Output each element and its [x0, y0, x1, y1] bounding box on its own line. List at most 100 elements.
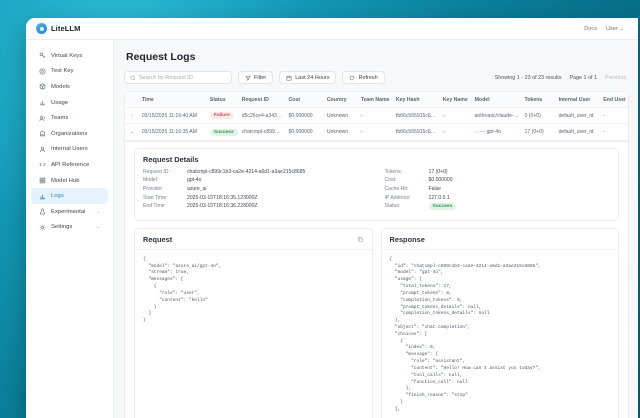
- search-input[interactable]: Search by Request ID: [124, 71, 232, 84]
- chevron-down-icon: ⌄: [96, 224, 100, 230]
- request-payload-panel: Request { "model": "azure_ai/gpt-4o", "s…: [134, 227, 373, 418]
- docs-link[interactable]: Docs: [584, 25, 597, 32]
- sidebar-item-model-hub[interactable]: Model Hub: [31, 173, 108, 189]
- previous-page-button[interactable]: Previous: [605, 74, 626, 81]
- sidebar-item-label: Models: [51, 83, 70, 90]
- cell-tokens: 0 (0+0): [521, 107, 556, 125]
- column-header-status[interactable]: Status: [206, 92, 239, 108]
- detail-start-time: Start Time: 2025-03-15T18:16:35.123000Z: [143, 194, 258, 201]
- column-header-country[interactable]: Country: [323, 92, 358, 108]
- request-details-right-column: Tokens: 17 (0+0) Cost: $0.000000 Cache Hit…: [385, 169, 611, 213]
- page-indicator: Page 1 of 1: [569, 74, 598, 81]
- expand-row-button[interactable]: ›: [125, 107, 139, 125]
- cell-time: 03/15/2025 11:16:35 AM: [138, 123, 207, 141]
- request-details-title: Request Details: [143, 154, 199, 164]
- table-row[interactable]: › 03/15/2025 11:16:40 AM Failure d5c26ce…: [125, 107, 628, 125]
- sidebar-item-internal-users[interactable]: Internal Users: [31, 142, 108, 158]
- grid-icon: [39, 177, 46, 184]
- column-header-request-id[interactable]: Request ID: [238, 92, 286, 108]
- cell-internal-user: default_user_id: [555, 107, 601, 125]
- response-panel-title: Response: [389, 234, 425, 244]
- column-header-cost[interactable]: Cost: [285, 92, 324, 108]
- table-row[interactable]: ⌄ 03/15/2025 11:16:35 AM Success chatcmp…: [125, 123, 628, 141]
- detail-tokens: Tokens: 17 (0+0): [384, 168, 448, 175]
- cell-internal-user: default_user_id: [555, 123, 601, 141]
- sidebar-item-test-key[interactable]: Test Key: [31, 64, 108, 80]
- detail-status: Status: Success: [385, 203, 611, 211]
- column-header-internal-user[interactable]: Internal User: [555, 92, 601, 108]
- brand-name: LiteLLM: [51, 24, 81, 33]
- cell-tokens: 17 (0+0): [521, 123, 556, 141]
- user-icon: [39, 146, 46, 152]
- response-payload-panel: Response { "id": "chatcmpl-c899c1b3-ca2e…: [380, 227, 619, 418]
- sidebar-item-organizations[interactable]: Organizations: [31, 126, 108, 142]
- cell-cost: $0.000000: [285, 107, 324, 125]
- calendar-icon: [286, 75, 292, 80]
- cell-cost: $0.000000: [285, 123, 324, 141]
- column-header-model[interactable]: Model: [471, 92, 522, 108]
- column-header-team-name[interactable]: Team Name: [357, 92, 393, 108]
- sidebar-item-virtual-keys[interactable]: Virtual Keys: [31, 48, 108, 64]
- list-icon: [40, 194, 45, 199]
- brand[interactable]: LiteLLM: [36, 23, 80, 34]
- sidebar-item-api-reference[interactable]: API Reference: [31, 157, 108, 173]
- column-header-tokens[interactable]: Tokens: [521, 92, 556, 108]
- filter-button[interactable]: Filter: [238, 71, 274, 84]
- detail-cost: Cost: $0.000000: [384, 177, 453, 184]
- chevron-down-icon: ⌄: [619, 25, 624, 32]
- sidebar: Virtual Keys Test Key Models Usage Teams…: [26, 40, 114, 418]
- chevron-down-icon: ⌄: [96, 208, 100, 214]
- copy-icon[interactable]: [357, 236, 364, 243]
- cell-team-name: -: [357, 107, 393, 125]
- cell-end-user: -: [600, 123, 628, 141]
- collapse-row-button[interactable]: ⌄: [125, 123, 139, 141]
- column-header-key-name[interactable]: Key Name: [439, 92, 472, 108]
- cell-end-user: -: [600, 107, 628, 125]
- chevron-down-icon: ⌄: [129, 129, 135, 136]
- logs-table: Time Status Request ID Cost Country Team…: [124, 91, 629, 142]
- app-window: LiteLLM Docs User ⌄ Virtual Keys Test Key…: [26, 18, 638, 418]
- cell-key-hash: fb66c565915c6…: [392, 123, 440, 141]
- table-header-row: Time Status Request ID Cost Country Team…: [125, 92, 628, 108]
- sidebar-item-label: Usage: [51, 99, 69, 106]
- sidebar-item-label: Internal Users: [51, 146, 88, 153]
- sidebar-item-usage[interactable]: Usage: [31, 95, 108, 111]
- sidebar-item-label: Experimental: [51, 208, 86, 215]
- cell-key-name: -: [439, 107, 472, 125]
- sidebar-item-label: Model Hub: [51, 177, 80, 184]
- column-header-key-hash[interactable]: Key Hash: [392, 92, 440, 108]
- sidebar-item-settings[interactable]: Settings ⌄: [31, 220, 108, 236]
- sidebar-item-label: Virtual Keys: [51, 52, 83, 59]
- request-panel-title: Request: [143, 234, 173, 244]
- cell-model: ←— gpt-4o: [471, 123, 522, 141]
- sidebar-item-experimental[interactable]: Experimental ⌄: [31, 204, 108, 220]
- search-icon: [130, 75, 136, 80]
- app-topbar: LiteLLM Docs User ⌄: [26, 18, 638, 40]
- time-range-button[interactable]: Last 24 Hours: [279, 71, 337, 84]
- sidebar-item-label: API Reference: [51, 161, 90, 168]
- sidebar-item-teams[interactable]: Teams: [31, 110, 108, 126]
- sidebar-item-logs[interactable]: Logs: [31, 188, 108, 204]
- detail-cache-hit: Cache Hit: False: [384, 185, 441, 192]
- flask-icon: [39, 208, 46, 215]
- cell-country: Unknown: [323, 107, 358, 125]
- column-header-time[interactable]: Time: [138, 92, 207, 108]
- key-icon: [39, 52, 46, 59]
- request-details-panel: Request Details Request ID: chatcmpl-c899…: [134, 147, 619, 221]
- detail-model: Model: gpt-4o: [143, 177, 202, 184]
- status-badge: Success: [428, 203, 457, 211]
- page-title: Request Logs: [126, 51, 196, 63]
- sidebar-item-label: Logs: [51, 193, 64, 200]
- search-placeholder: Search by Request ID: [139, 74, 193, 81]
- detail-request-id: Request ID: chatcmpl-c899c1b3-ca2e-4214-a…: [143, 168, 306, 175]
- user-menu[interactable]: User ⌄: [606, 25, 624, 32]
- bar-chart-icon: [40, 100, 45, 106]
- response-json: { "id": "chatcmpl-c899c1b3-ca2e-4214-a6d…: [389, 256, 541, 412]
- refresh-button[interactable]: Refresh: [342, 71, 385, 84]
- pagination: Showing 1 - 23 of 23 results Page 1 of 1…: [495, 75, 629, 81]
- sidebar-item-models[interactable]: Models: [31, 79, 108, 95]
- detail-ip-address: IP Address: 127.0.0.1: [384, 194, 450, 201]
- status-badge: Failure: [209, 112, 234, 120]
- sidebar-item-label: Test Key: [51, 68, 74, 75]
- column-header-end-user[interactable]: End User: [600, 92, 628, 108]
